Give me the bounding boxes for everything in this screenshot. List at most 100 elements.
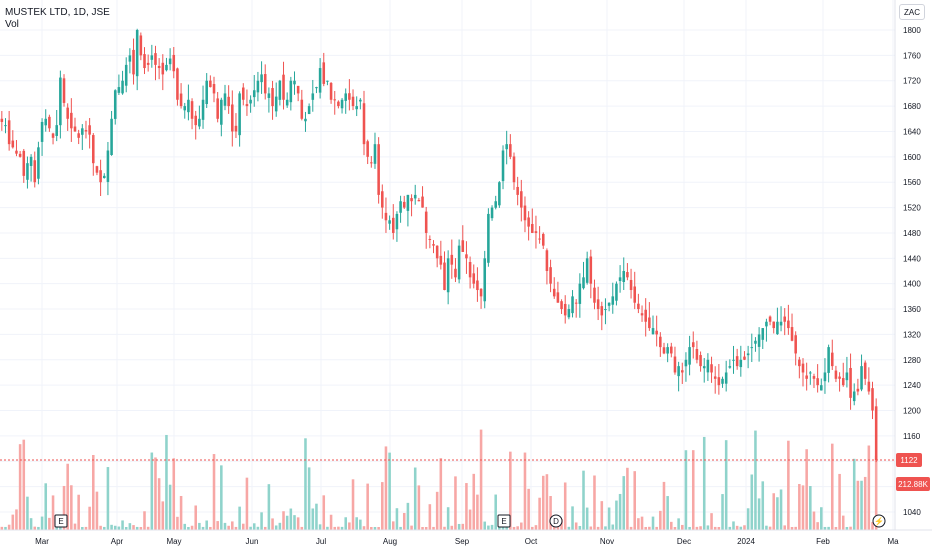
volume-bar [132, 525, 135, 530]
candle-body [271, 88, 274, 107]
candle-body [172, 54, 176, 72]
volume-bar [201, 526, 205, 530]
volume-bar [713, 526, 717, 530]
event-marker[interactable] [549, 514, 563, 528]
event-marker[interactable] [872, 514, 886, 528]
candle-body [666, 347, 669, 354]
time-axis-panel[interactable] [0, 530, 932, 550]
candle-body [867, 381, 871, 392]
volume-bar [501, 526, 505, 530]
candle-body [424, 211, 428, 233]
volume-bar [563, 482, 567, 530]
volume-bar [874, 455, 878, 530]
price-tick-label: 1640 [903, 127, 921, 136]
event-marker[interactable] [497, 514, 511, 528]
candle-body [110, 118, 113, 155]
symbol-title[interactable]: MUSTEK LTD, 1D, JSE [5, 7, 110, 18]
volume-bar [106, 467, 110, 530]
candle-body [117, 87, 121, 93]
volume-bar [402, 512, 406, 530]
candle-body [395, 213, 399, 230]
volume-bar [465, 483, 468, 530]
volume-bar [648, 526, 651, 530]
volume-bar [809, 486, 812, 530]
currency-button[interactable]: ZAC [899, 4, 925, 20]
candle-body [585, 258, 589, 283]
candle-body [55, 125, 58, 136]
volume-bar [326, 526, 329, 530]
volume-bar [746, 508, 750, 530]
event-markers[interactable]: E E D ⚡ [54, 514, 886, 528]
event-marker-label: ⚡ [874, 516, 884, 526]
candle-body [315, 87, 318, 89]
candle-body [274, 96, 278, 112]
candle-body [750, 347, 754, 349]
price-axis-panel[interactable] [895, 0, 932, 530]
volume-bar [51, 495, 55, 530]
volume-bar [673, 526, 677, 530]
candle-body [556, 292, 560, 303]
candle-body [18, 153, 22, 157]
volume-bar [366, 483, 369, 530]
candle-body [757, 334, 761, 347]
candle-body [260, 74, 263, 83]
volume-bar [450, 525, 454, 530]
volume-bar [863, 476, 867, 530]
volume-bar [567, 526, 571, 530]
candle-body [454, 268, 457, 278]
volume-bar [424, 526, 428, 530]
volume-bar [494, 494, 497, 530]
volume-bar [457, 523, 461, 530]
volume-bar [66, 463, 69, 530]
event-marker[interactable] [54, 514, 68, 528]
volume-bar [768, 526, 772, 530]
candle-body [70, 112, 73, 129]
volume-bar [593, 475, 596, 530]
volume-bar [487, 525, 490, 530]
volume-bar [834, 526, 838, 530]
candle-body [622, 271, 626, 282]
candle-body [593, 287, 596, 303]
candle-body [406, 194, 410, 211]
candle-body [282, 74, 285, 100]
volume-bar [845, 526, 849, 530]
volume-bar [150, 452, 154, 530]
volume-bar [728, 526, 732, 530]
volume-bar [476, 494, 479, 530]
candle-body [187, 99, 190, 113]
volume-bar [37, 526, 40, 530]
time-tick-label: Jun [246, 537, 259, 546]
volume-bar [662, 481, 666, 530]
volume-bar [552, 526, 556, 530]
volume-bar [315, 503, 318, 530]
price-tick-label: 1520 [903, 204, 921, 213]
volume-bar [534, 525, 538, 530]
candle-body [278, 80, 282, 100]
last-volume-text: 212.88K [898, 480, 928, 489]
volume-bar [527, 488, 530, 530]
candle-body [435, 245, 439, 259]
volume-bar [95, 491, 99, 530]
candle-body [205, 80, 208, 105]
candle-body [691, 342, 695, 348]
candle-body [179, 93, 183, 107]
event-marker-label: E [501, 517, 506, 526]
volume-bar [216, 521, 219, 530]
candle-body [370, 162, 373, 164]
candle-body [849, 367, 852, 398]
candle-body [44, 118, 48, 126]
volume-bar [165, 434, 168, 530]
candle-body [765, 321, 768, 327]
candle-body [37, 147, 40, 179]
volume-bar [139, 526, 143, 530]
volume-bar [77, 494, 80, 530]
volume-bar [867, 445, 871, 530]
candle-body [326, 80, 329, 82]
candle-body [794, 335, 797, 354]
candle-body [659, 336, 662, 348]
candle-body [128, 55, 132, 62]
last-price-text: 1122 [900, 456, 918, 465]
volume-bar [337, 526, 340, 530]
candle-body [381, 191, 384, 208]
